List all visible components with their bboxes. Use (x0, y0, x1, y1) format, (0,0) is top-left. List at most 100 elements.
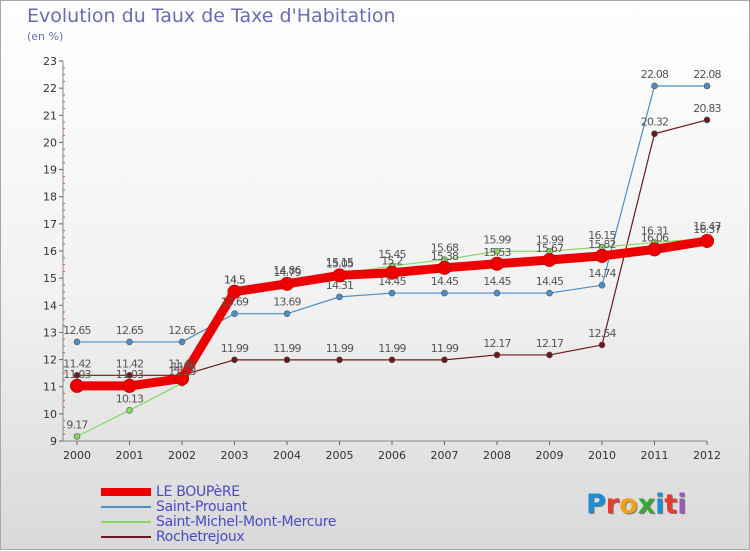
legend-label: Rochetrejoux (156, 529, 245, 545)
data-label: 14.45 (483, 275, 511, 288)
data-point (700, 233, 714, 248)
chart-axes: 9 10 11 12 13 14 15 16 17 18 19 20 21 22 23 2000 2001 200… (43, 55, 721, 462)
logo-letter: o (619, 489, 638, 520)
data-label: 14.5 (224, 274, 246, 287)
logo-letter: x (637, 489, 656, 520)
data-point (227, 284, 242, 299)
proxiti-logo: Proxiti (586, 489, 687, 520)
data-point (231, 310, 238, 318)
legend-swatch (101, 488, 151, 496)
data-label: 12.17 (536, 337, 564, 350)
data-point (280, 276, 294, 291)
data-label: 11.99 (221, 342, 249, 355)
chart-subtitle: (en %) (27, 30, 64, 43)
y-tick-label: 13 (43, 326, 57, 339)
data-label: 11.03 (116, 368, 144, 381)
y-tick-label: 19 (43, 164, 57, 177)
chart-legend: LE BOUPèRE Saint-Prouant Saint-Michel-Mo… (101, 485, 401, 545)
x-tick-label: 2010 (588, 449, 616, 462)
legend-item: LE BOUPèRE (101, 485, 401, 500)
data-label: 16.31 (641, 225, 669, 238)
data-label: 14.74 (588, 267, 616, 280)
y-tick-label: 14 (43, 299, 57, 312)
data-point (283, 310, 291, 318)
data-label: 12.65 (168, 324, 196, 337)
data-label: 16.47 (693, 220, 721, 233)
x-tick-label: 2005 (326, 449, 354, 462)
data-label: 14.45 (536, 275, 564, 288)
data-label: 15.82 (588, 238, 616, 251)
x-tick-label: 2001 (116, 449, 144, 462)
data-label: 15.99 (536, 233, 564, 246)
data-point (336, 293, 343, 301)
data-point (441, 356, 448, 364)
data-label: 16.06 (641, 231, 669, 244)
data-label: 11.03 (63, 368, 91, 381)
chart-title: Evolution du Taux de Taxe d'Habitation (27, 5, 396, 27)
legend-label: LE BOUPèRE (156, 484, 240, 500)
y-tick-label: 15 (43, 272, 57, 285)
data-label: 11.99 (378, 342, 406, 355)
data-point (647, 242, 662, 257)
y-tick-label: 12 (43, 354, 57, 367)
legend-swatch (101, 506, 151, 508)
data-point (542, 252, 557, 267)
logo-letter: r (605, 489, 620, 520)
data-label: 11.42 (63, 357, 91, 370)
data-label: 12.54 (588, 327, 616, 340)
x-tick-label: 2008 (483, 449, 511, 462)
data-point (651, 130, 658, 138)
data-point (437, 260, 452, 275)
y-tick-label: 18 (43, 191, 57, 204)
data-label: 11.42 (168, 357, 196, 370)
data-label: 10.13 (116, 392, 144, 405)
logo-letter: P (586, 489, 606, 520)
data-point (493, 289, 501, 297)
data-label: 16.15 (588, 229, 616, 242)
y-tick-label: 11 (43, 381, 57, 394)
data-label: 14.45 (378, 275, 406, 288)
data-point (490, 256, 504, 271)
data-label: 15.67 (536, 242, 564, 255)
data-label: 11.3 (171, 361, 193, 374)
data-label: 15.38 (431, 250, 459, 263)
data-label: 15.45 (378, 248, 406, 261)
y-tick-label: 20 (43, 136, 57, 149)
x-tick-label: 2002 (168, 449, 196, 462)
data-label: 14.79 (273, 266, 301, 279)
data-point (546, 351, 553, 359)
data-label: 12.65 (116, 324, 144, 337)
x-tick-label: 2004 (273, 449, 301, 462)
data-label: 11.42 (116, 357, 144, 370)
data-point (703, 82, 711, 90)
legend-label: Saint-Michel-Mont-Mercure (156, 514, 337, 530)
data-point (546, 289, 553, 297)
data-point (703, 116, 711, 124)
data-point (493, 247, 501, 255)
data-label: 15.15 (326, 256, 354, 269)
data-label: 16.37 (693, 223, 721, 236)
x-tick-label: 2007 (431, 449, 459, 462)
data-point (73, 372, 81, 379)
logo-letter: t (664, 489, 678, 520)
data-point (441, 289, 448, 297)
logo-letter: i (677, 489, 687, 520)
data-label: 14.31 (326, 279, 354, 292)
data-point (595, 248, 609, 263)
data-point (283, 356, 291, 364)
chart-series (70, 82, 714, 440)
data-label: 20.83 (693, 102, 721, 115)
y-tick-label: 16 (43, 245, 57, 258)
data-label: 11.99 (431, 342, 459, 355)
data-label: 11.99 (273, 342, 301, 355)
data-label: 12.17 (483, 337, 511, 350)
data-label: 14.45 (431, 275, 459, 288)
y-tick-label: 22 (43, 82, 57, 95)
data-point (598, 341, 606, 349)
data-label: 11.13 (168, 365, 196, 378)
y-tick-label: 10 (43, 408, 57, 421)
legend-swatch (101, 521, 151, 523)
